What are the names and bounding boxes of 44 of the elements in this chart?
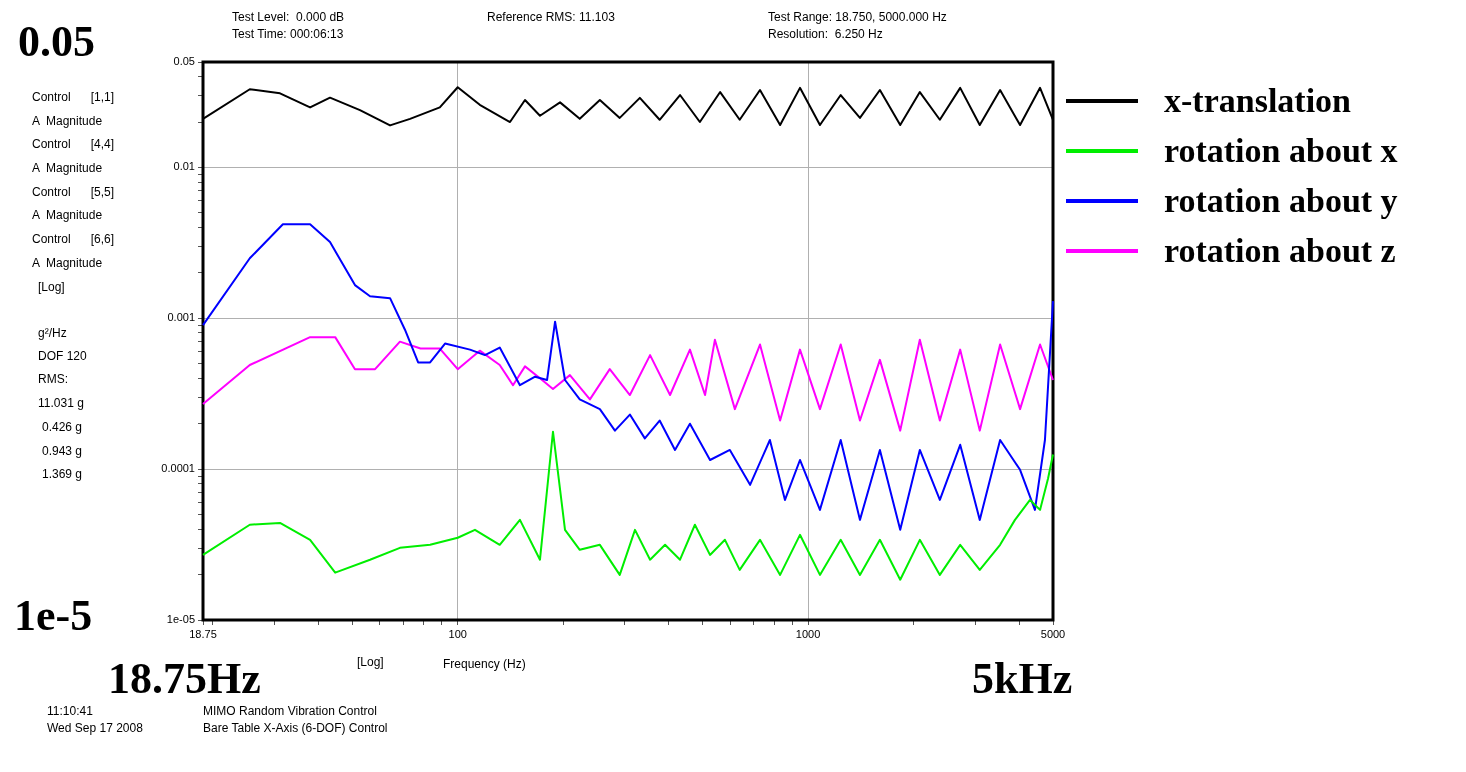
text: [Log] [38,280,65,294]
text: Resolution: 6.250 Hz [768,27,883,41]
y-tick-label: 0.05 [173,55,195,68]
y-tick-label: 0.001 [167,311,195,324]
text: MIMO Random Vibration Control [203,704,377,718]
text: Control [6,6] [32,232,115,246]
text: Bare Table X-Axis (6-DOF) Control [203,721,388,735]
text: A Magnitude [32,256,103,270]
text: Test Time: 000:06:13 [232,27,344,41]
text: DOF 120 [38,349,87,363]
text: Control [5,5] [32,185,115,199]
text: 18.75Hz [108,654,261,703]
x-tick-label: 5000 [1040,627,1066,640]
x-tick-label: 1000 [795,627,821,640]
text: 0.943 g [42,444,83,458]
legend-label: rotation about y [1164,182,1398,220]
text: g²/Hz [38,326,67,340]
text: [Log] [357,655,384,669]
text: Control [1,1] [32,90,115,104]
text: Test Range: 18.750, 5000.000 Hz [768,10,947,24]
x-tick-label: 100 [448,627,467,640]
x-tick-label: 18.75 [189,627,217,640]
text: 1e-5 [14,591,93,640]
legend-label: rotation about x [1164,132,1398,170]
text: 1.369 g [42,467,83,481]
y-tick-label: 0.01 [173,160,195,173]
text: A Magnitude [32,208,103,222]
text: Control [4,4] [32,137,115,151]
text: A Magnitude [32,161,103,175]
text: 5kHz [972,654,1073,703]
text: 0.426 g [42,420,83,434]
text: Wed Sep 17 2008 [47,721,143,735]
text: RMS: [38,372,68,386]
text: 11:10:41 [47,704,93,718]
text: Reference RMS: 11.103 [487,10,615,24]
text: 0.05 [18,17,95,66]
x-axis-title: Frequency (Hz) [443,657,526,671]
text: Test Level: 0.000 dB [232,10,345,24]
y-tick-label: 1e-05 [166,613,195,626]
y-tick-label: 0.0001 [161,462,195,475]
text: A Magnitude [32,114,103,128]
legend-label: rotation about z [1164,232,1396,270]
text: 11.031 g [38,396,84,410]
legend-label: x-translation [1164,82,1351,120]
